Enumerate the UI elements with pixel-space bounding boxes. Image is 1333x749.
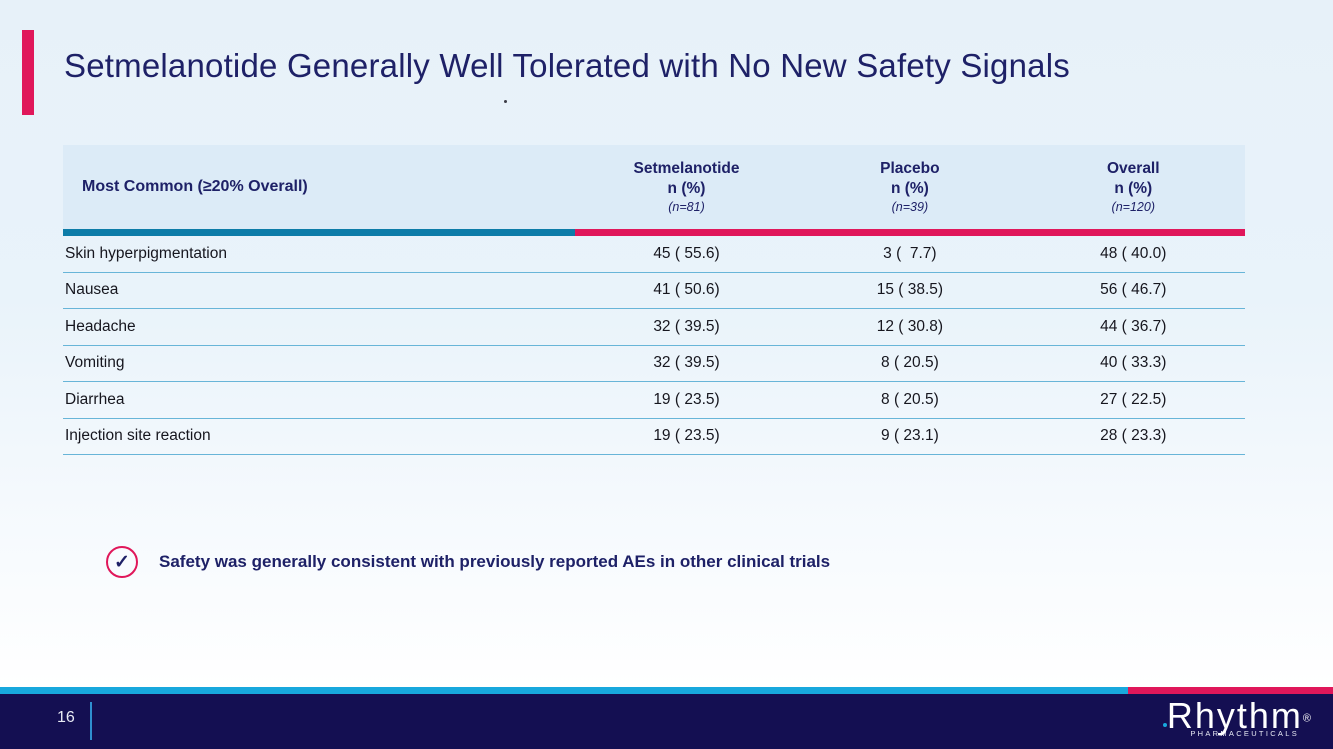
- column-header-setmelanotide: Setmelanotide n (%) (n=81): [633, 159, 740, 215]
- rhythm-pharmaceuticals-logo: Rhythm® PHARMACEUTICALS: [1162, 695, 1311, 738]
- table-header-row: Most Common (≥20% Overall) Setmelanotide…: [63, 145, 1245, 229]
- check-circle-icon: ✓: [106, 546, 138, 578]
- adverse-events-table: Most Common (≥20% Overall) Setmelanotide…: [63, 145, 1245, 455]
- page-number-divider: [90, 702, 92, 740]
- table-header-label: Most Common (≥20% Overall): [82, 178, 308, 195]
- divider-pink-segment: [574, 229, 1245, 236]
- column-header-overall: Overall n (%) (n=120): [1106, 159, 1160, 215]
- logo-subtitle: PHARMACEUTICALS: [1190, 728, 1299, 738]
- stray-dot: [504, 100, 507, 103]
- column-header-placebo: Placebo n (%) (n=39): [880, 159, 940, 215]
- logo-dot-icon: [1162, 722, 1167, 727]
- title-accent-bar: [22, 30, 34, 115]
- logo-wordmark: Rhythm: [1166, 695, 1303, 736]
- slide-title: Setmelanotide Generally Well Tolerated w…: [64, 47, 1070, 84]
- page-number: 16: [57, 709, 75, 726]
- footer-accent-strip: [0, 687, 1333, 694]
- table-row: Skin hyperpigmentation 45 ( 55.6) 3 ( 7.…: [63, 236, 1245, 273]
- table-header-divider: [63, 229, 1245, 236]
- registered-mark: ®: [1302, 712, 1311, 725]
- table-row: Injection site reaction 19 ( 23.5) 9 ( 2…: [63, 419, 1245, 455]
- table-row: Nausea 41 ( 50.6) 15 ( 38.5) 56 ( 46.7): [63, 273, 1245, 309]
- safety-callout: ✓ Safety was generally consistent with p…: [106, 546, 830, 578]
- table-row: Vomiting 32 ( 39.5) 8 ( 20.5) 40 ( 33.3): [63, 346, 1245, 382]
- table-row: Headache 32 ( 39.5) 12 ( 30.8) 44 ( 36.7…: [63, 309, 1245, 346]
- footer-bar: 16 Rhythm® PHARMACEUTICALS: [0, 694, 1333, 749]
- footer-strip-pink-segment: [1128, 687, 1333, 694]
- footer-strip-cyan-segment: [0, 687, 1128, 694]
- table-row: Diarrhea 19 ( 23.5) 8 ( 20.5) 27 ( 22.5): [63, 382, 1245, 419]
- divider-teal-segment: [63, 229, 575, 236]
- safety-callout-text: Safety was generally consistent with pre…: [159, 552, 831, 571]
